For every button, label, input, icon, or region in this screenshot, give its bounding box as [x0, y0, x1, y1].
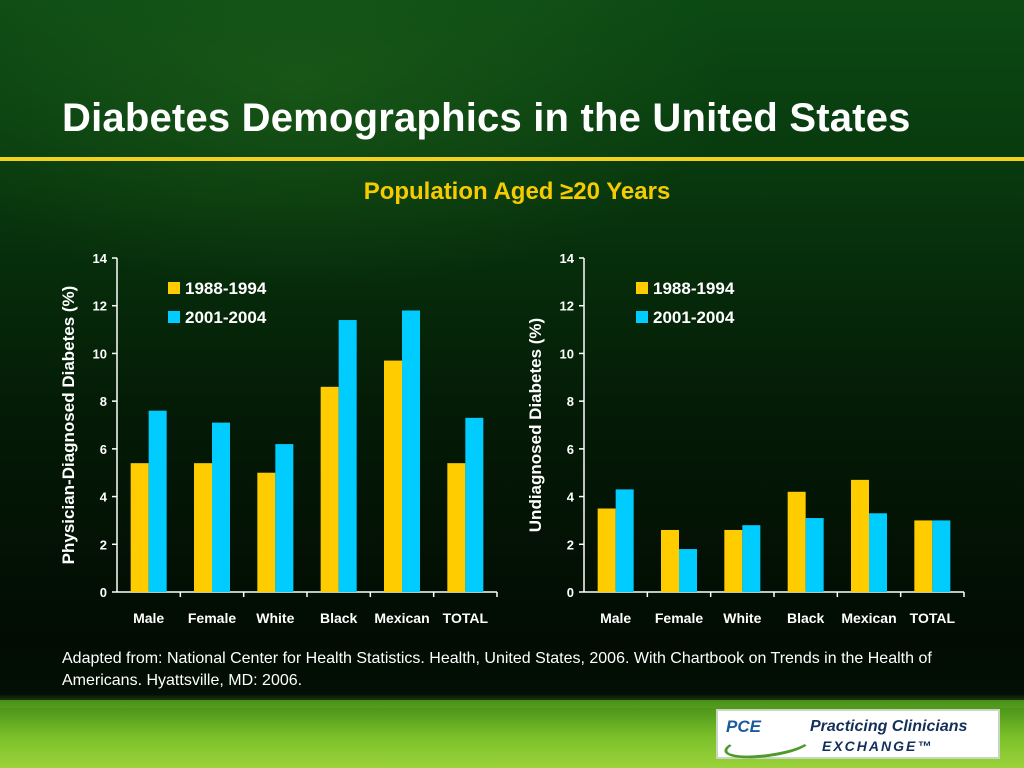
chart-2-bar-2001-2004-total: [932, 520, 951, 592]
chart-2-legend-swatch: [636, 282, 648, 294]
logo-mark: PCE: [726, 717, 761, 736]
chart-1-bar-1988-1994-total: [447, 463, 466, 592]
chart-2-y-tick-label: 6: [567, 442, 574, 457]
chart-2-bar-1988-1994-female: [661, 529, 679, 592]
chart-2-legend-label: 2001-2004: [653, 308, 735, 327]
chart-1-bar-2001-2004-male: [148, 410, 167, 592]
chart-1-category-label: White: [256, 610, 294, 626]
chart-1-y-tick-label: 8: [100, 394, 107, 409]
chart-2-bar-1988-1994-mexican: [851, 479, 869, 592]
chart-1-bar-2001-2004-female: [212, 422, 230, 592]
chart-undiagnosed: 0 2 4 6 8 10 12 14 Undiagnosed Diabetes (%) Male F…: [526, 251, 965, 626]
chart-1-y-tick-label: 10: [93, 346, 107, 361]
chart-1-category-label: Male: [133, 610, 164, 626]
chart-2-category-label: Female: [655, 610, 703, 626]
logo-line-2: EXCHANGE™: [822, 738, 934, 754]
chart-1-bar-2001-2004-total: [465, 417, 484, 592]
chart-2-y-tick-label: 10: [560, 346, 574, 361]
chart-1-category-label: Mexican: [374, 610, 429, 626]
chart-1-bar-1988-1994-white: [257, 472, 276, 592]
title-divider: [0, 157, 1024, 161]
chart-1-bar-1988-1994-mexican: [384, 360, 402, 592]
chart-1-bar-2001-2004-white: [275, 444, 294, 592]
chart-2-bar-2001-2004-white: [742, 525, 761, 592]
chart-1-category-label: Female: [188, 610, 236, 626]
chart-2-bar-1988-1994-black: [787, 491, 806, 592]
chart-2-y-tick-label: 14: [560, 251, 575, 266]
chart-physician-diagnosed: 0 2 4 6 8 10 12 14 Physician-Diagnosed Diabetes …: [59, 251, 498, 626]
chart-2-y-axis-title: Undiagnosed Diabetes (%): [526, 318, 545, 532]
chart-1-legend-swatch: [168, 282, 180, 294]
chart-1-category-label: Black: [320, 610, 358, 626]
chart-2-category-label: Mexican: [841, 610, 896, 626]
chart-2-bar-1988-1994-white: [724, 529, 743, 592]
slide-title: Diabetes Demographics in the United Stat…: [62, 96, 911, 140]
chart-2-bar-2001-2004-mexican: [869, 513, 887, 592]
chart-2-bar-1988-1994-male: [597, 508, 616, 592]
chart-2-bar-1988-1994-total: [914, 520, 933, 592]
chart-2-category-label: TOTAL: [910, 610, 956, 626]
logo-line-1: Practicing Clinicians: [810, 718, 968, 735]
chart-1-legend-swatch: [168, 311, 180, 323]
chart-2-bar-2001-2004-female: [679, 549, 697, 592]
chart-2-category-label: White: [723, 610, 761, 626]
chart-1-y-axis-title: Physician-Diagnosed Diabetes (%): [59, 286, 78, 565]
chart-2-bar-2001-2004-black: [805, 518, 824, 592]
chart-2-legend-label: 1988-1994: [653, 279, 735, 298]
chart-1-bar-2001-2004-mexican: [402, 310, 420, 592]
chart-2-y-tick-label: 12: [560, 299, 574, 314]
chart-2-legend-swatch: [636, 311, 648, 323]
chart-1-y-tick-label: 4: [100, 490, 108, 505]
chart-1-bar-1988-1994-female: [194, 463, 212, 592]
chart-2-bar-2001-2004-male: [615, 489, 634, 592]
chart-2-category-label: Black: [787, 610, 825, 626]
chart-1-bar-1988-1994-black: [320, 386, 339, 592]
chart-2-y-tick-label: 4: [567, 490, 575, 505]
pce-logo: PCE Practicing Clinicians EXCHANGE™: [716, 709, 1000, 764]
chart-1-legend-label: 1988-1994: [185, 279, 267, 298]
source-footnote: Adapted from: National Center for Health…: [62, 650, 932, 689]
chart-1-y-tick-label: 14: [93, 251, 108, 266]
chart-2-category-label: Male: [600, 610, 631, 626]
chart-2-y-tick-label: 8: [567, 394, 574, 409]
slide-subtitle: Population Aged ≥20 Years: [363, 178, 671, 205]
chart-1-legend-label: 2001-2004: [185, 308, 267, 327]
chart-1-y-tick-label: 12: [93, 299, 107, 314]
chart-2-y-tick-label: 2: [567, 537, 574, 552]
chart-1-y-tick-label: 6: [100, 442, 107, 457]
chart-1-bar-1988-1994-male: [130, 463, 149, 592]
chart-2-y-tick-label: 0: [567, 585, 574, 600]
chart-1-bar-2001-2004-black: [338, 320, 357, 592]
chart-1-y-tick-label: 0: [100, 585, 107, 600]
chart-1-category-label: TOTAL: [443, 610, 489, 626]
chart-1-y-tick-label: 2: [100, 537, 107, 552]
charts-canvas: 0 2 4 6 8 10 12 14 Physician-Diagnosed Diabetes …: [59, 251, 965, 626]
